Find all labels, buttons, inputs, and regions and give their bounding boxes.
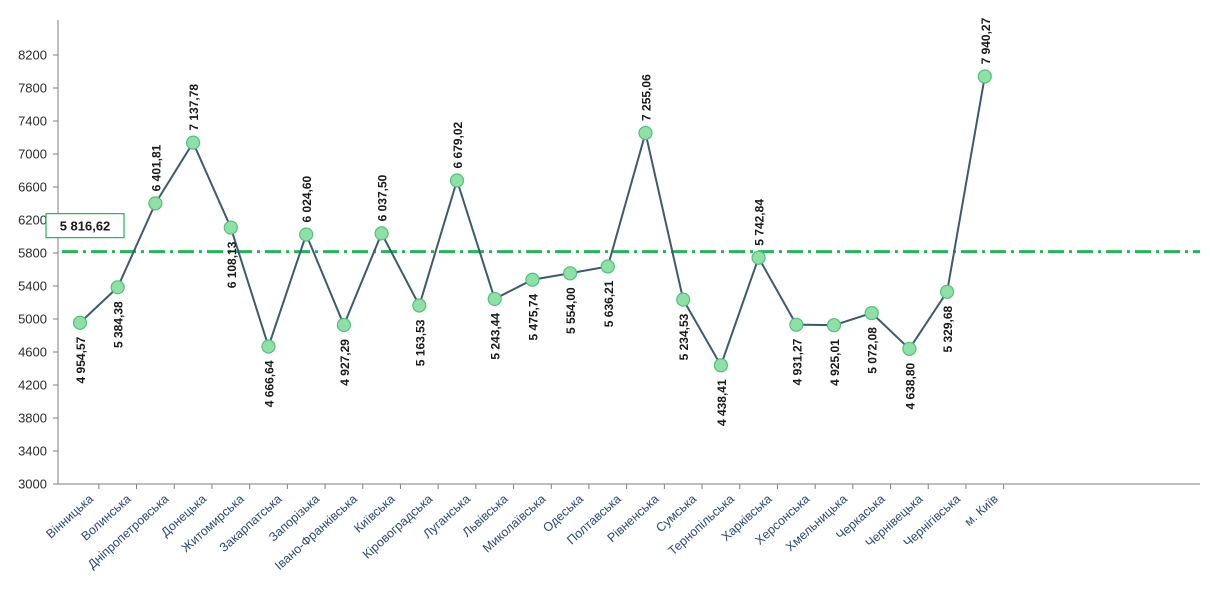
- average-label-box: [45, 213, 125, 239]
- data-point: [789, 317, 804, 332]
- data-point: [487, 291, 502, 307]
- data-point: [676, 292, 691, 307]
- x-tick-label: м. Київ: [962, 492, 1001, 529]
- data-label: 5 329,68: [941, 305, 955, 352]
- data-labels: 4 954,57 5 384,38 6 401,81 7 137,78 6 108,13…: [74, 17, 993, 426]
- data-point: [186, 135, 201, 150]
- data-label: 6 024,60: [300, 175, 314, 222]
- y-tick-label: 7800: [18, 81, 47, 96]
- data-point: [600, 259, 615, 274]
- data-label: 5 475,74: [526, 293, 540, 340]
- data-label: 5 636,21: [602, 280, 616, 327]
- data-point: [826, 318, 842, 333]
- average-label: 5 816,62: [60, 219, 111, 234]
- data-point: [449, 173, 465, 188]
- y-tick-label: 5000: [18, 312, 47, 327]
- data-point: [336, 317, 351, 333]
- data-label: 4 925,01: [828, 339, 842, 386]
- y-tick-label: 7400: [18, 114, 47, 129]
- data-point: [977, 69, 992, 84]
- data-point: [864, 305, 879, 321]
- data-label: 4 638,80: [903, 362, 917, 409]
- data-label: 6 037,50: [376, 174, 390, 221]
- data-point: [562, 266, 578, 281]
- data-label: 5 243,44: [489, 313, 503, 360]
- data-label: 5 554,00: [564, 287, 578, 334]
- x-tick-label: Тернопільська: [665, 492, 736, 558]
- y-axis-ticks: 3000 3400 3800 4200 4600 5000 5400 5800 6200 6600…: [18, 48, 58, 492]
- data-label: 4 927,29: [338, 339, 352, 386]
- average-line-group: 5 816,62: [45, 213, 1200, 254]
- data-label: 5 234,53: [677, 313, 691, 360]
- data-label: 5 384,38: [112, 301, 126, 348]
- y-tick-label: 6600: [18, 180, 47, 195]
- data-label: 4 438,41: [715, 379, 729, 426]
- y-tick-label: 3000: [18, 477, 47, 492]
- axes: [57, 20, 1200, 485]
- data-point: [751, 250, 766, 265]
- data-label: 6 679,02: [451, 121, 465, 168]
- data-label: 7 255,06: [640, 74, 654, 121]
- data-label: 7 940,27: [979, 17, 993, 64]
- data-label: 7 137,78: [187, 84, 201, 131]
- y-tick-label: 5400: [18, 279, 47, 294]
- y-tick-label: 6200: [18, 213, 47, 228]
- y-tick-label: 5800: [18, 246, 47, 261]
- y-tick-label: 7000: [18, 147, 47, 162]
- data-point: [412, 298, 427, 313]
- data-point: [374, 226, 389, 241]
- data-label: 5 072,08: [866, 327, 880, 374]
- data-point: [525, 272, 540, 287]
- y-tick-label: 4600: [18, 345, 47, 360]
- data-label: 6 108,13: [225, 241, 239, 288]
- data-point: [72, 315, 88, 330]
- data-point: [902, 341, 917, 356]
- data-point: [148, 196, 163, 211]
- data-point: [299, 227, 314, 242]
- y-tick-label: 3400: [18, 444, 47, 459]
- series: [72, 69, 992, 373]
- data-point: [110, 280, 125, 295]
- data-point: [939, 284, 955, 299]
- data-point: [713, 358, 729, 373]
- data-label: 5 742,84: [753, 199, 767, 246]
- data-point: [223, 220, 238, 235]
- data-label: 5 163,53: [413, 319, 427, 366]
- data-label: 4 954,57: [74, 336, 88, 383]
- y-tick-label: 3800: [18, 411, 47, 426]
- data-point: [638, 125, 653, 141]
- data-label: 4 931,27: [790, 338, 804, 385]
- y-tick-label: 4200: [18, 378, 47, 393]
- data-label: 4 666,64: [263, 360, 277, 407]
- x-axis-ticks: ВінницькаВолинськаДніпропетровськаДонець…: [43, 484, 1005, 573]
- y-tick-label: 8200: [18, 48, 47, 63]
- data-point: [261, 339, 276, 354]
- data-label: 6 401,81: [149, 144, 163, 191]
